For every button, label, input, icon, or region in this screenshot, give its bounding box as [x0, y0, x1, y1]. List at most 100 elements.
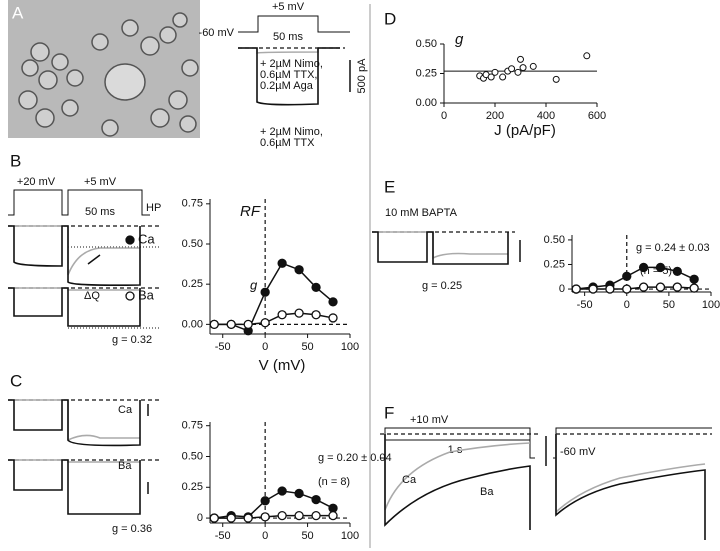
x-tick-label: 50 — [301, 341, 313, 353]
x-tick-label: 0 — [262, 341, 268, 353]
protocol — [238, 15, 350, 33]
point — [328, 313, 338, 323]
annotation: g = 0.24 ± 0.03 — [636, 242, 710, 254]
panel-label: A — [12, 3, 24, 22]
y-tick-label: 0 — [197, 512, 203, 524]
charge-label: ΔQ — [84, 290, 100, 302]
trace-label: Ca — [402, 474, 417, 486]
chart-title: RF — [240, 203, 261, 220]
point — [487, 73, 495, 81]
y-tick-label: 0.75 — [182, 420, 203, 432]
x-tick-label: 200 — [486, 110, 504, 122]
y-tick-label: 0.00 — [182, 318, 203, 330]
point — [328, 510, 338, 521]
y-tick-label: 0.25 — [182, 481, 203, 493]
g-label: g = 0.36 — [112, 523, 152, 535]
condition: 0.2µM Aga — [260, 80, 314, 92]
point — [226, 513, 236, 523]
panel-label: D — [384, 9, 396, 28]
point — [243, 513, 253, 523]
point — [519, 64, 527, 72]
panel-label: F — [384, 403, 394, 422]
point — [499, 73, 507, 81]
y-tick-label: 0 — [559, 283, 565, 295]
point — [491, 68, 499, 76]
point — [588, 284, 598, 294]
trace-label: Ca — [118, 404, 133, 416]
holding-label: -60 mV — [560, 446, 596, 458]
holding-label: -60 mV — [199, 27, 235, 39]
point — [243, 319, 253, 330]
point — [294, 488, 304, 499]
panel-label: C — [10, 371, 22, 390]
legend-label: Ca — [138, 231, 155, 246]
trace-label: Ba — [118, 460, 132, 472]
point — [311, 310, 321, 320]
point — [294, 265, 304, 275]
arrow — [87, 254, 101, 265]
point — [277, 310, 287, 320]
point — [277, 486, 287, 496]
annotation: (n = 8) — [318, 476, 350, 488]
panel-label: E — [384, 177, 395, 196]
condition: + 2µM Nimo, — [260, 58, 323, 70]
point — [226, 319, 236, 330]
holding-label: HP — [146, 202, 161, 214]
y-tick-label: 0.75 — [182, 198, 203, 210]
y-tick-label: 0.50 — [416, 38, 437, 50]
trace — [8, 225, 140, 276]
point — [571, 284, 581, 294]
micrograph — [8, 0, 200, 138]
point — [209, 513, 219, 523]
point — [552, 75, 560, 83]
trace — [384, 434, 531, 511]
trace — [238, 47, 340, 106]
y-tick-label: 0.25 — [182, 278, 203, 290]
point — [514, 68, 522, 76]
trace — [8, 287, 141, 327]
point — [622, 271, 632, 281]
point — [260, 318, 270, 328]
step-label: +5 mV — [84, 176, 117, 188]
point — [638, 282, 649, 292]
condition: 0.6µM TTX, — [260, 69, 317, 81]
point — [517, 55, 524, 63]
point — [529, 62, 537, 70]
legend-marker — [125, 291, 135, 301]
step-label: +20 mV — [17, 176, 56, 188]
y-tick-label: 0.50 — [544, 234, 565, 246]
y-tick-label: 0.50 — [182, 450, 203, 462]
point — [672, 266, 682, 277]
x-tick-label: 0 — [262, 530, 268, 542]
point — [583, 52, 591, 60]
point — [508, 65, 516, 73]
point — [311, 510, 321, 521]
legend-label: Ba — [138, 287, 155, 302]
trace — [372, 231, 508, 260]
x-tick-label: 0 — [624, 299, 630, 311]
y-tick-label: 0.00 — [416, 97, 437, 109]
point — [311, 494, 321, 505]
trace — [8, 225, 141, 286]
trace — [8, 459, 141, 515]
point — [655, 262, 666, 273]
x-tick-label: 50 — [663, 299, 675, 311]
point — [294, 510, 304, 521]
x-axis-label: J (pA/pF) — [494, 122, 556, 139]
y-tick-label: 0.50 — [182, 238, 203, 250]
y-tick-label: 0.25 — [416, 67, 437, 79]
trace — [8, 399, 141, 447]
condition: + 2µM Nimo, — [260, 126, 323, 138]
protocol — [380, 427, 535, 459]
x-tick-label: -50 — [577, 299, 593, 311]
annotation: g — [250, 277, 258, 292]
point — [260, 287, 270, 297]
trace — [555, 434, 706, 540]
x-tick-label: 0 — [441, 110, 447, 122]
x-axis-label: V (mV) — [259, 357, 306, 374]
point — [655, 282, 666, 292]
x-tick-label: 100 — [341, 341, 359, 353]
legend-marker — [125, 235, 135, 245]
point — [689, 283, 699, 293]
